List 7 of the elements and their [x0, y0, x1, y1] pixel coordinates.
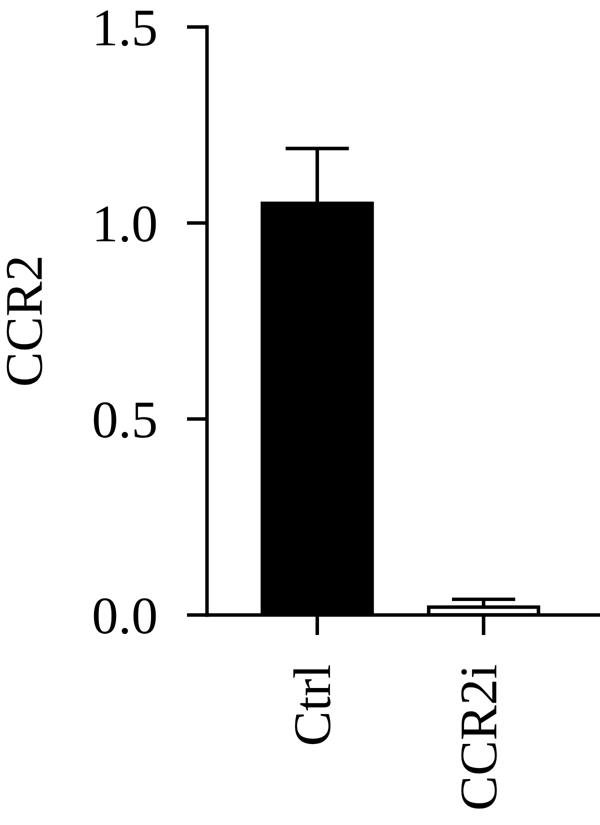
- x-tick-label: Ctrl: [293, 665, 330, 744]
- y-tick-label: 0.0: [94, 598, 156, 634]
- y-axis-title: CCR2: [6, 258, 42, 385]
- y-tick-label: 0.5: [94, 402, 156, 438]
- y-tick-label: 1.5: [96, 10, 156, 46]
- y-tick-label: 1.0: [96, 206, 156, 242]
- x-tick-label: CCR2i: [461, 665, 497, 809]
